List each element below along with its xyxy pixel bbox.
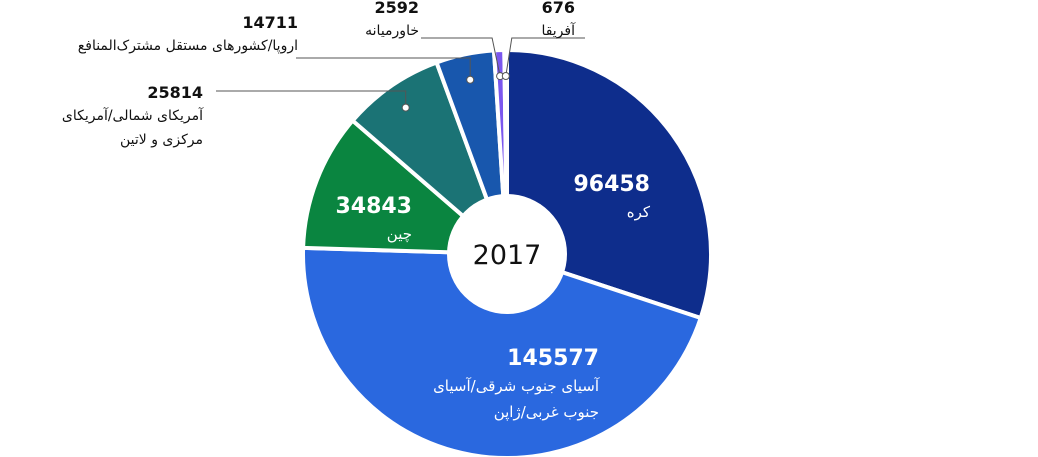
callout-label-4-0: اروپا/کشورهای مستقل مشترک‌المنافع [78,38,298,54]
donut-hole [447,194,567,314]
callout-label-6-0: آفریقا [541,22,576,39]
slices [301,48,713,457]
leader-line-6 [505,37,585,77]
slice-label-1-1: جنوب غربی/ژاپن [494,403,599,422]
callout-label-3-1: مرکزی و لاتین [120,132,203,148]
leader-dot-6 [501,72,510,80]
leader-line-4 [296,57,471,80]
slice-label-0-0: کره [627,203,651,221]
slice-label-1-0: آسیای جنوب شرقی/آسیای [433,377,600,395]
callout-value-4: 14711 [242,13,298,32]
callout-label-3-0: آمریکای شمالی/آمریکای [62,107,204,124]
slice-value-1: 145577 [507,346,599,371]
callout-value-3: 25814 [147,83,203,102]
slice-label-2-0: چین [387,225,412,243]
leader-line-5 [421,37,501,77]
slice-2 [301,118,509,256]
leader-dot-3 [401,103,410,112]
leader-dot-4 [466,75,475,84]
callout-value-6: 676 [542,0,575,17]
slice-value-0: 96458 [573,172,650,197]
callout-value-5: 2592 [374,0,419,17]
callout-label-5-0: خاورمیانه [365,23,419,39]
slice-1 [301,245,703,457]
labels: 96458 کره 145577 آسیای جنوب شرقی/آسیای جنوب … [62,0,651,422]
slice-value-2: 34843 [335,194,412,219]
center-label: 2017 [473,240,542,271]
leader-line-3 [216,90,407,108]
